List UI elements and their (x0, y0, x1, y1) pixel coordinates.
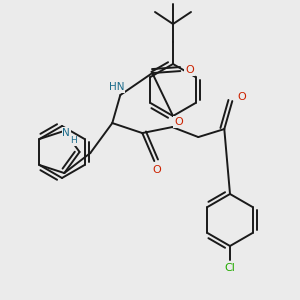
Text: HN: HN (109, 82, 124, 92)
Text: O: O (185, 65, 194, 75)
Text: N: N (62, 128, 70, 138)
Text: Cl: Cl (225, 263, 236, 273)
Text: O: O (174, 117, 183, 127)
Text: O: O (152, 165, 161, 175)
Text: H: H (70, 136, 76, 146)
Text: O: O (237, 92, 246, 102)
